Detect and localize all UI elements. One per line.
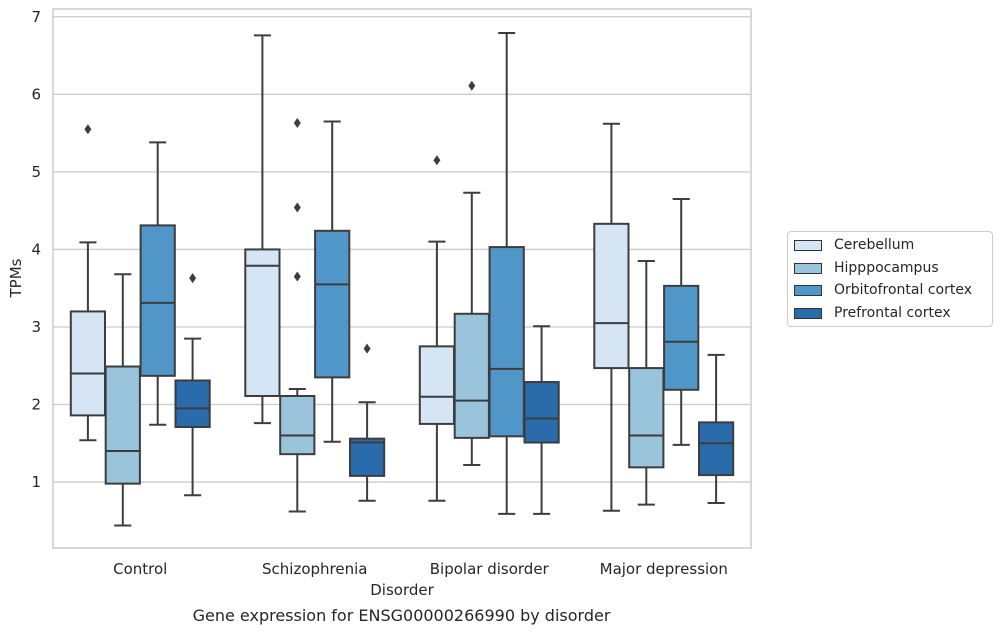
x-tick-label: Schizophrenia <box>262 560 367 578</box>
box-orbitofrontal-cortex <box>663 198 700 446</box>
box-hipppocampus <box>104 273 141 527</box>
x-tick-label: Control <box>113 560 167 578</box>
iqr-box <box>697 421 735 477</box>
outlier-point <box>84 124 92 135</box>
box-hipppocampus <box>453 80 490 467</box>
legend-label: Hipppocampus <box>834 260 939 276</box>
box-orbitofrontal-cortex <box>139 141 176 426</box>
iqr-box <box>104 365 141 485</box>
y-tick-label: 3 <box>31 318 41 336</box>
y-tick-labels: 1 2 3 4 5 6 7 <box>31 8 41 491</box>
iqr-box <box>244 248 281 397</box>
iqr-box <box>663 284 700 391</box>
legend-label: Cerebellum <box>834 237 915 253</box>
box-plots <box>69 32 735 527</box>
y-tick-label: 5 <box>31 163 41 181</box>
legend-item-prefrontal-cortex: Prefrontal cortex <box>794 303 951 323</box>
plot-frame <box>52 8 752 549</box>
legend-swatch <box>794 284 822 296</box>
iqr-box <box>174 379 211 429</box>
box-hipppocampus <box>279 118 316 513</box>
iqr-box <box>314 229 351 379</box>
outlier-point <box>293 202 301 213</box>
legend-label: Prefrontal cortex <box>834 305 951 321</box>
iqr-box <box>628 367 665 469</box>
chart-caption: Gene expression for ENSG00000266990 by d… <box>192 606 611 625</box>
box-prefrontal-cortex <box>348 343 386 502</box>
y-tick-label: 1 <box>31 473 41 491</box>
outlier-point <box>433 155 441 166</box>
x-tick-label: Bipolar disorder <box>430 560 550 578</box>
iqr-box <box>488 246 525 438</box>
x-axis-label: Disorder <box>370 581 434 599</box>
y-tick-label: 2 <box>31 396 41 414</box>
box-prefrontal-cortex <box>174 273 211 497</box>
y-axis-label: TPMs <box>7 258 25 298</box>
iqr-box <box>279 394 316 456</box>
y-tick-label: 4 <box>31 240 41 258</box>
iqr-box <box>523 381 560 444</box>
legend-swatch <box>794 307 822 319</box>
outlier-point <box>363 343 371 354</box>
iqr-box <box>139 224 176 377</box>
iqr-box <box>418 345 456 425</box>
iqr-box <box>593 222 630 370</box>
outlier-point <box>189 273 197 284</box>
iqr-box <box>69 310 107 417</box>
iqr-box <box>348 437 386 477</box>
box-prefrontal-cortex <box>697 353 735 505</box>
x-tick-labels: Control Schizophrenia Bipolar disorder Majo… <box>113 560 728 578</box>
outlier-point <box>293 118 301 129</box>
x-tick-label: Major depression <box>600 560 728 578</box>
legend-label: Orbitofrontal cortex <box>834 282 972 298</box>
outlier-point <box>468 80 476 91</box>
iqr-box <box>453 312 490 439</box>
outlier-point <box>293 271 301 282</box>
y-tick-label: 6 <box>31 85 41 103</box>
y-tick-label: 7 <box>31 8 41 26</box>
legend-item-cerebellum: Cerebellum <box>794 235 914 255</box>
legend-item-hippocampus: Hipppocampus <box>794 258 939 278</box>
legend-swatch <box>794 262 822 274</box>
legend-swatch <box>794 239 822 251</box>
box-orbitofrontal-cortex <box>488 32 525 515</box>
box-cerebellum <box>418 155 456 502</box>
legend: Cerebellum Hipppocampus Orbitofrontal co… <box>787 231 993 327</box>
box-prefrontal-cortex <box>523 325 560 515</box>
box-orbitofrontal-cortex <box>314 120 351 443</box>
box-cerebellum <box>244 34 281 425</box>
box-cerebellum <box>593 122 630 512</box>
box-hipppocampus <box>628 260 665 506</box>
legend-item-orbitofrontal-cortex: Orbitofrontal cortex <box>794 280 972 300</box>
box-cerebellum <box>69 124 107 442</box>
